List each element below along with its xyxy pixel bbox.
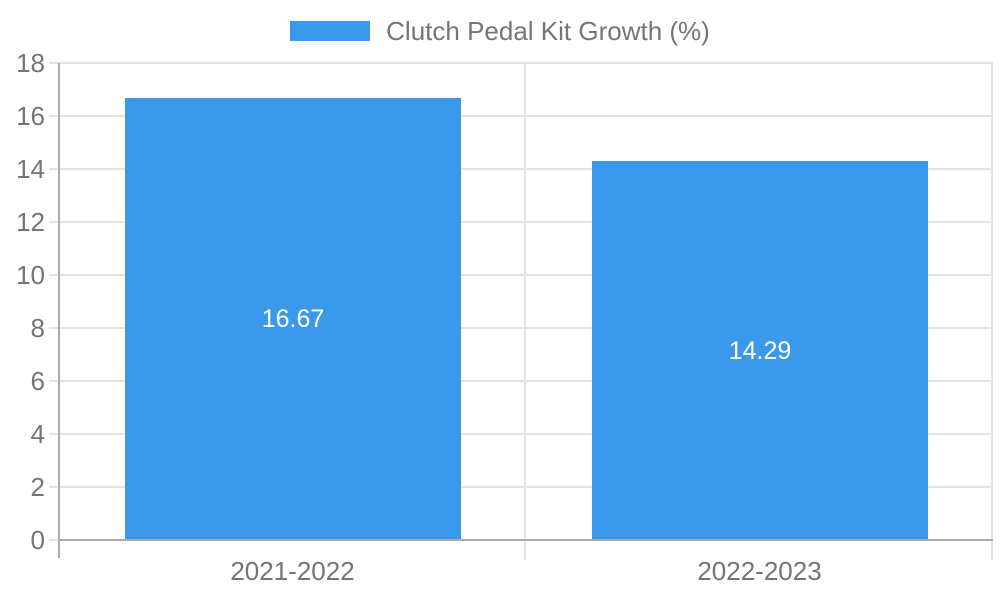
x-axis-line [59,539,993,541]
gridline [59,115,993,117]
bar-value-label: 16.67 [261,305,325,333]
x-tick-label: 2021-2022 [230,556,355,586]
y-axis-tick [49,274,59,276]
x-tick-label: 2022-2023 [697,556,822,586]
y-axis-line [58,63,60,558]
y-tick-label: 8 [30,313,45,343]
gridline [59,433,993,435]
gridline [59,168,993,170]
y-axis-tick [49,62,59,64]
gridline [59,327,993,329]
legend-label: Clutch Pedal Kit Growth (%) [386,16,710,46]
y-axis-tick [49,115,59,117]
y-tick-label: 18 [16,48,45,78]
plot-area: 16.67 14.29 [49,62,993,560]
y-axis-tick [49,327,59,329]
y-axis-tick [49,486,59,488]
y-axis-tick [49,539,59,541]
y-axis-tick [49,221,59,223]
y-tick-label: 12 [16,207,45,237]
y-axis-tick [49,380,59,382]
y-tick-label: 2 [30,472,45,502]
legend-item[interactable]: Clutch Pedal Kit Growth (%) [0,16,1000,46]
plot-right-border [991,63,993,560]
gridline [59,221,993,223]
bar-value-label: 14.29 [728,336,792,365]
y-axis-tick [49,168,59,170]
gridline [59,274,993,276]
gridline [59,62,993,64]
y-tick-label: 14 [16,154,45,184]
bar[interactable]: 14.29 [592,161,928,540]
gridline [59,380,993,382]
gridline [59,486,993,488]
bar[interactable]: 16.67 [125,98,461,540]
category-divider [524,63,526,560]
y-axis-tick [49,433,59,435]
y-tick-label: 6 [30,366,45,396]
y-tick-label: 10 [16,260,45,290]
legend-swatch [290,21,371,41]
y-tick-label: 16 [16,101,45,131]
y-tick-label: 4 [30,419,45,449]
y-tick-label: 0 [30,525,45,555]
